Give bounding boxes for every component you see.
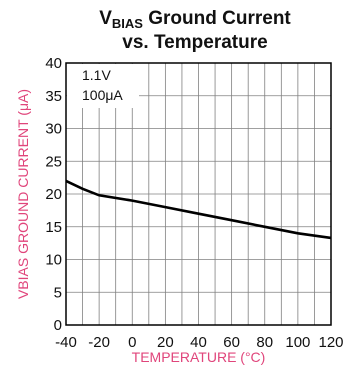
y-tick-labels: 0 5 10 15 20 25 30 35 40 [45,55,62,334]
y-tick-label: 5 [54,284,62,301]
annotation-box: 1.1V 100μA [67,64,139,108]
x-tick-labels: -40 -20 0 20 40 60 80 100 120 [55,334,343,351]
title-subscript: BIAS [111,16,143,31]
annotation-background [67,64,139,108]
x-tick-label: 0 [128,334,136,351]
x-tick-label: -40 [55,334,77,351]
title-rest: Ground Current [142,8,291,29]
y-tick-label: 10 [45,252,62,269]
annotation-voltage: 1.1V [82,67,111,83]
x-tick-label: 20 [157,334,174,351]
y-tick-label: 25 [45,153,62,170]
chart-title-line1: VBIAS Ground Current [40,8,350,35]
title-main: V [99,8,112,29]
y-tick-label: 0 [54,317,62,334]
x-tick-label: 100 [285,334,310,351]
y-tick-label: 15 [45,219,62,236]
plot-frame [65,62,332,326]
x-tick-label: -20 [88,334,110,351]
x-tick-label: 40 [190,334,207,351]
y-tick-label: 30 [45,121,62,138]
x-axis-title: TEMPERATURE (°C) [132,349,266,365]
series-line [65,179,332,240]
x-tick-label: 120 [318,334,343,351]
data-points [65,180,332,238]
y-tick-label: 35 [45,88,62,105]
x-tick-label: 80 [256,334,273,351]
annotation-current: 100μA [82,87,123,103]
y-tick-label: 20 [45,186,62,203]
y-axis-title: VBIAS GROUND CURRENT (μA) [15,89,31,299]
y-tick-label: 40 [45,55,62,72]
x-tick-label: 60 [223,334,240,351]
chart-title-line2: vs. Temperature [122,32,268,53]
